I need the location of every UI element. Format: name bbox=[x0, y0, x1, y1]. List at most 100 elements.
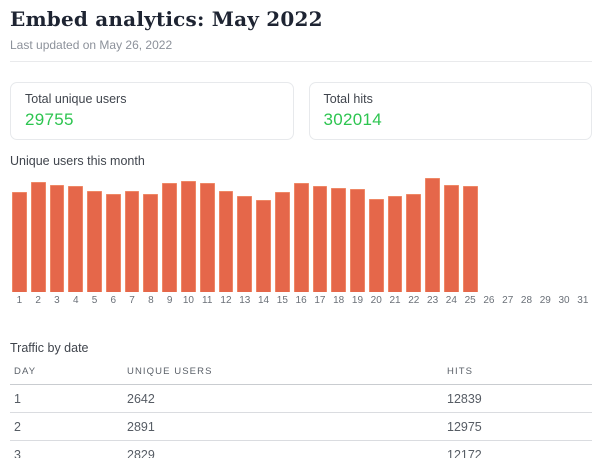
chart-bar-slot bbox=[536, 178, 555, 292]
chart-bar[interactable] bbox=[462, 186, 478, 292]
chart-bar[interactable] bbox=[68, 186, 84, 292]
header-divider bbox=[10, 61, 592, 62]
column-header-day: DAY bbox=[10, 366, 123, 385]
table-cell: 1 bbox=[10, 384, 123, 413]
x-axis-tick-label: 20 bbox=[370, 295, 382, 306]
x-axis-tick-label: 14 bbox=[257, 295, 270, 306]
table-cell: 2 bbox=[10, 412, 123, 441]
x-axis-tick-label: 7 bbox=[129, 295, 135, 306]
x-axis-tick-label: 11 bbox=[202, 295, 213, 306]
chart-bar-slot bbox=[48, 178, 67, 292]
chart-bar-slot bbox=[517, 178, 536, 292]
chart-bar-slot bbox=[461, 178, 480, 292]
table-cell: 3 bbox=[10, 440, 123, 458]
chart-bar[interactable] bbox=[350, 189, 365, 292]
x-axis-tick-label: 2 bbox=[35, 295, 41, 306]
x-axis-tick-label: 8 bbox=[148, 295, 154, 306]
x-axis-tick-label: 31 bbox=[577, 295, 589, 306]
x-axis-tick-label: 23 bbox=[427, 295, 439, 306]
last-updated-text: Last updated on May 26, 2022 bbox=[10, 38, 173, 52]
chart-bar[interactable] bbox=[443, 184, 459, 292]
chart-bar-slot bbox=[273, 178, 292, 292]
chart-bar[interactable] bbox=[49, 184, 65, 292]
x-axis-tick-label: 28 bbox=[520, 295, 533, 306]
x-axis-tick-label: 18 bbox=[333, 295, 345, 306]
x-axis-tick-label: 1 bbox=[16, 295, 23, 306]
chart-bar[interactable] bbox=[87, 191, 102, 292]
table-cell: 2829 bbox=[123, 440, 443, 458]
x-axis-tick-label: 6 bbox=[110, 295, 117, 306]
x-axis-tick-label: 9 bbox=[166, 295, 173, 306]
chart-bar[interactable] bbox=[143, 194, 159, 292]
x-axis-tick-label: 27 bbox=[502, 295, 514, 306]
x-axis-tick-label: 29 bbox=[539, 295, 551, 306]
chart-bar-slot bbox=[423, 178, 442, 292]
stat-card-total-hits: Total hits 302014 bbox=[308, 82, 592, 140]
x-axis-tick-label: 13 bbox=[239, 295, 251, 306]
chart-bar[interactable] bbox=[312, 185, 328, 292]
stat-value: 29755 bbox=[25, 110, 74, 129]
table-cell: 12839 bbox=[443, 384, 592, 413]
chart-bar-slot bbox=[123, 178, 142, 292]
chart-bar-slot bbox=[85, 178, 104, 292]
chart-bar[interactable] bbox=[331, 187, 347, 292]
x-axis-tick-label: 3 bbox=[54, 295, 60, 306]
x-axis-tick-label: 10 bbox=[182, 295, 194, 306]
chart-bar[interactable] bbox=[256, 200, 271, 292]
chart-bar[interactable] bbox=[105, 194, 121, 292]
chart-bar[interactable] bbox=[12, 191, 27, 292]
stat-cards: Total unique users 29755 Total hits 3020… bbox=[10, 82, 592, 140]
chart-bar-slot bbox=[10, 178, 29, 292]
table-cell: 12172 bbox=[443, 440, 592, 458]
unique-users-bar-chart: 1 2 3 4 5 6 7 8 9 10 11 12 13 14 15 16 17 18 19 20 21 22 23 24 2… bbox=[10, 178, 592, 307]
stat-label: Total unique users bbox=[25, 92, 127, 106]
chart-bar-slot bbox=[367, 178, 386, 292]
chart-x-axis: 1 2 3 4 5 6 7 8 9 10 11 12 13 14 15 16 17 18 19 20 21 22 23 24 2… bbox=[10, 295, 592, 307]
chart-bar-slot bbox=[198, 178, 217, 292]
chart-bar[interactable] bbox=[425, 178, 440, 292]
stat-card-unique-users: Total unique users 29755 bbox=[10, 82, 294, 140]
chart-bar[interactable] bbox=[368, 198, 384, 292]
x-axis-tick-label: 25 bbox=[464, 295, 476, 306]
x-axis-tick-label: 21 bbox=[389, 295, 401, 306]
x-axis-tick-label: 17 bbox=[314, 295, 326, 306]
x-axis-tick-label: 22 bbox=[408, 295, 420, 306]
stat-label: Total hits bbox=[323, 92, 373, 106]
chart-bar[interactable] bbox=[406, 193, 422, 292]
chart-bar[interactable] bbox=[124, 191, 140, 292]
chart-bar[interactable] bbox=[293, 182, 309, 292]
x-axis-tick-label: 19 bbox=[351, 295, 364, 306]
chart-bar-slot bbox=[348, 178, 367, 292]
chart-bar[interactable] bbox=[199, 183, 215, 292]
x-axis-tick-label: 24 bbox=[445, 295, 457, 306]
chart-bar-slot bbox=[311, 178, 330, 292]
chart-bar[interactable] bbox=[30, 182, 46, 292]
chart-bar-slot bbox=[329, 178, 348, 292]
chart-bar-slot bbox=[254, 178, 273, 292]
chart-bar[interactable] bbox=[181, 180, 196, 292]
column-header-unique-users: UNIQUE USERS bbox=[123, 366, 443, 385]
chart-bar-slot bbox=[66, 178, 85, 292]
traffic-table: DAY UNIQUE USERS HITS 1 2642 12839 2 2891 129… bbox=[10, 366, 592, 458]
chart-bar-slot bbox=[235, 178, 254, 292]
column-header-hits: HITS bbox=[443, 366, 592, 385]
table-cell: 12975 bbox=[443, 412, 592, 441]
x-axis-tick-label: 16 bbox=[295, 295, 307, 306]
chart-bar[interactable] bbox=[387, 195, 403, 292]
x-axis-tick-label: 15 bbox=[276, 295, 288, 306]
chart-title: Unique users this month bbox=[10, 154, 145, 168]
x-axis-tick-label: 12 bbox=[220, 295, 232, 306]
chart-bar[interactable] bbox=[162, 182, 178, 292]
chart-bar-slot bbox=[555, 178, 574, 292]
chart-bar-slot bbox=[386, 178, 405, 292]
stat-value: 302014 bbox=[323, 110, 383, 129]
chart-bar-slot bbox=[179, 178, 198, 292]
chart-bar[interactable] bbox=[274, 192, 290, 292]
chart-bar[interactable] bbox=[237, 195, 253, 292]
x-axis-tick-label: 26 bbox=[483, 295, 495, 306]
table-title: Traffic by date bbox=[10, 341, 89, 355]
chart-bar-slot bbox=[573, 178, 592, 292]
chart-bar[interactable] bbox=[218, 190, 234, 292]
page-title: Embed analytics: May 2022 bbox=[10, 7, 323, 31]
